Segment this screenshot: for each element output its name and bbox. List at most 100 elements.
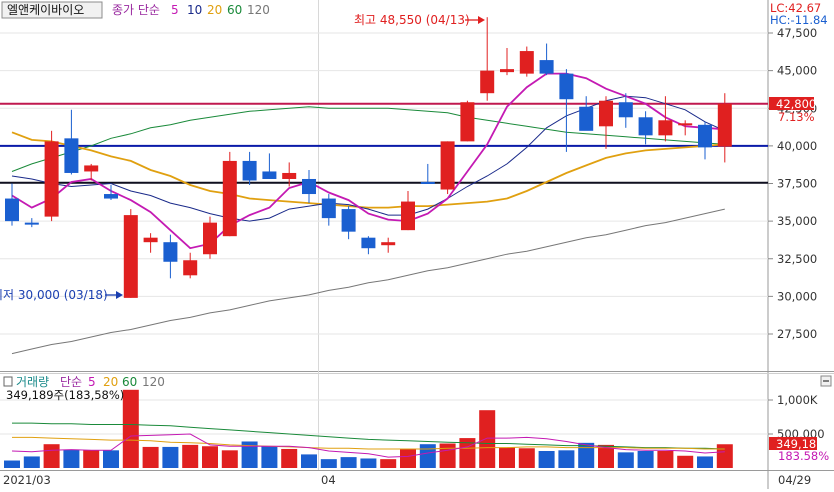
candle-body: [302, 178, 316, 195]
volume-bar: [162, 446, 179, 468]
stock-name: 엘앤케이바이오: [7, 3, 84, 17]
ma20-line: [11, 131, 725, 209]
volume-bar: [301, 454, 317, 468]
candle-body: [420, 181, 435, 184]
volume-bar: [617, 452, 634, 468]
candle-body: [678, 123, 693, 126]
volume-bar: [83, 450, 100, 468]
volume-ma-5: 5: [88, 375, 96, 389]
candle-body: [559, 73, 574, 100]
volume-bar: [122, 389, 139, 468]
volume-bar: [340, 457, 357, 468]
price-tick-label: 35,000: [777, 214, 817, 228]
min-price-annotation: 최저 30,000 (03/18): [0, 288, 123, 302]
price-tick-label: 30,000: [777, 289, 817, 303]
max-price-note: 최고 48,550 (04/13): [354, 13, 470, 27]
volume-ma-60: 60: [122, 375, 137, 389]
volume-bar: [657, 451, 674, 468]
volume-bar: [439, 443, 456, 468]
volume-checkbox[interactable]: [3, 376, 13, 387]
price-tick-label: 40,000: [777, 139, 817, 153]
price-tick-label: 45,000: [777, 64, 817, 78]
volume-bar: [637, 451, 654, 468]
candle-body: [519, 51, 534, 74]
candle-body: [64, 138, 79, 173]
candle-body: [440, 141, 455, 190]
volume-ma-lines: [11, 422, 725, 458]
volume-ma-20: 20: [103, 375, 118, 389]
ma-period-5: 5: [171, 3, 179, 17]
volume-bar: [261, 446, 278, 468]
candle-body: [321, 198, 336, 219]
last-volume-ratio: 183.58%: [778, 449, 829, 463]
volume-bar: [202, 446, 218, 468]
min-arrow-icon: [116, 291, 123, 299]
ma-period-20: 20: [207, 3, 222, 17]
volume-ma60-line: [12, 422, 725, 450]
volume-bar: [182, 444, 199, 468]
candle-body: [500, 69, 514, 73]
candle-body: [698, 124, 712, 148]
candle-body: [262, 171, 277, 179]
x-start-label: 2021/03: [3, 473, 51, 487]
volume-bar: [400, 448, 416, 468]
volume-ma-120: 120: [142, 375, 165, 389]
volume-legend: 거래량 단순 5 20 60 120 349,189주(183,58%): [3, 375, 165, 402]
candle-body: [84, 165, 99, 172]
volume-bar: [598, 444, 614, 468]
volume-bar: [4, 460, 20, 468]
candle-body: [658, 120, 673, 136]
volume-bar: [43, 444, 60, 468]
ma-period-60: 60: [227, 3, 242, 17]
candle-body: [183, 260, 198, 276]
candle-body: [460, 102, 475, 142]
volume-value-label: 349,189주(183,58%): [6, 388, 124, 402]
volume-title: 거래량: [16, 375, 49, 389]
volume-bar: [716, 444, 733, 468]
stock-name-button[interactable]: [1, 1, 103, 19]
candle-body: [579, 106, 594, 131]
last-change-label: 7.13%: [778, 110, 815, 124]
volume-bar: [281, 448, 298, 468]
candle-body: [599, 100, 613, 127]
last-volume-label: 349,189: [776, 437, 824, 451]
volume-bar: [499, 447, 515, 468]
x-month-label: 04: [321, 473, 336, 487]
volume-bar: [23, 456, 40, 468]
price-tick-label: 37,500: [777, 177, 817, 191]
max-arrow-icon: [478, 16, 485, 24]
candle-body: [163, 242, 178, 262]
price-tick-label: 27,500: [777, 327, 817, 341]
x-end-label: 04/29: [778, 473, 811, 487]
candle-body: [638, 117, 653, 136]
candle-body: [480, 70, 495, 94]
volume-bar: [558, 450, 575, 468]
candle-body: [717, 103, 732, 147]
last-price-badge: [769, 97, 814, 110]
volume-bar: [360, 458, 377, 468]
lc-label: LC:42.67: [770, 1, 821, 15]
candle-body: [123, 215, 138, 298]
volume-bar: [578, 442, 595, 468]
volume-bar: [677, 455, 694, 468]
price-tick-label: 32,500: [777, 252, 817, 266]
candlesticks: [5, 17, 732, 298]
ma-period-120: 120: [247, 3, 270, 17]
candle-body: [5, 198, 19, 222]
volume-bars: [4, 389, 733, 468]
last-volume-badge: [769, 437, 817, 450]
volume-bar: [221, 450, 238, 468]
candle-body: [242, 160, 257, 181]
price-legend: 엘앤케이바이오 종가 단순 5 10 20 60 120: [1, 1, 270, 19]
volume-bar: [419, 444, 436, 468]
horizontal-lines: [0, 102, 768, 184]
max-price-annotation: 최고 48,550 (04/13): [354, 13, 485, 27]
candle-body: [618, 102, 633, 118]
candle-body: [539, 60, 554, 74]
candle-body: [361, 237, 376, 249]
price-tick-label: 47,500: [777, 26, 817, 40]
candle-body: [341, 209, 356, 232]
ma120-line: [11, 208, 725, 355]
